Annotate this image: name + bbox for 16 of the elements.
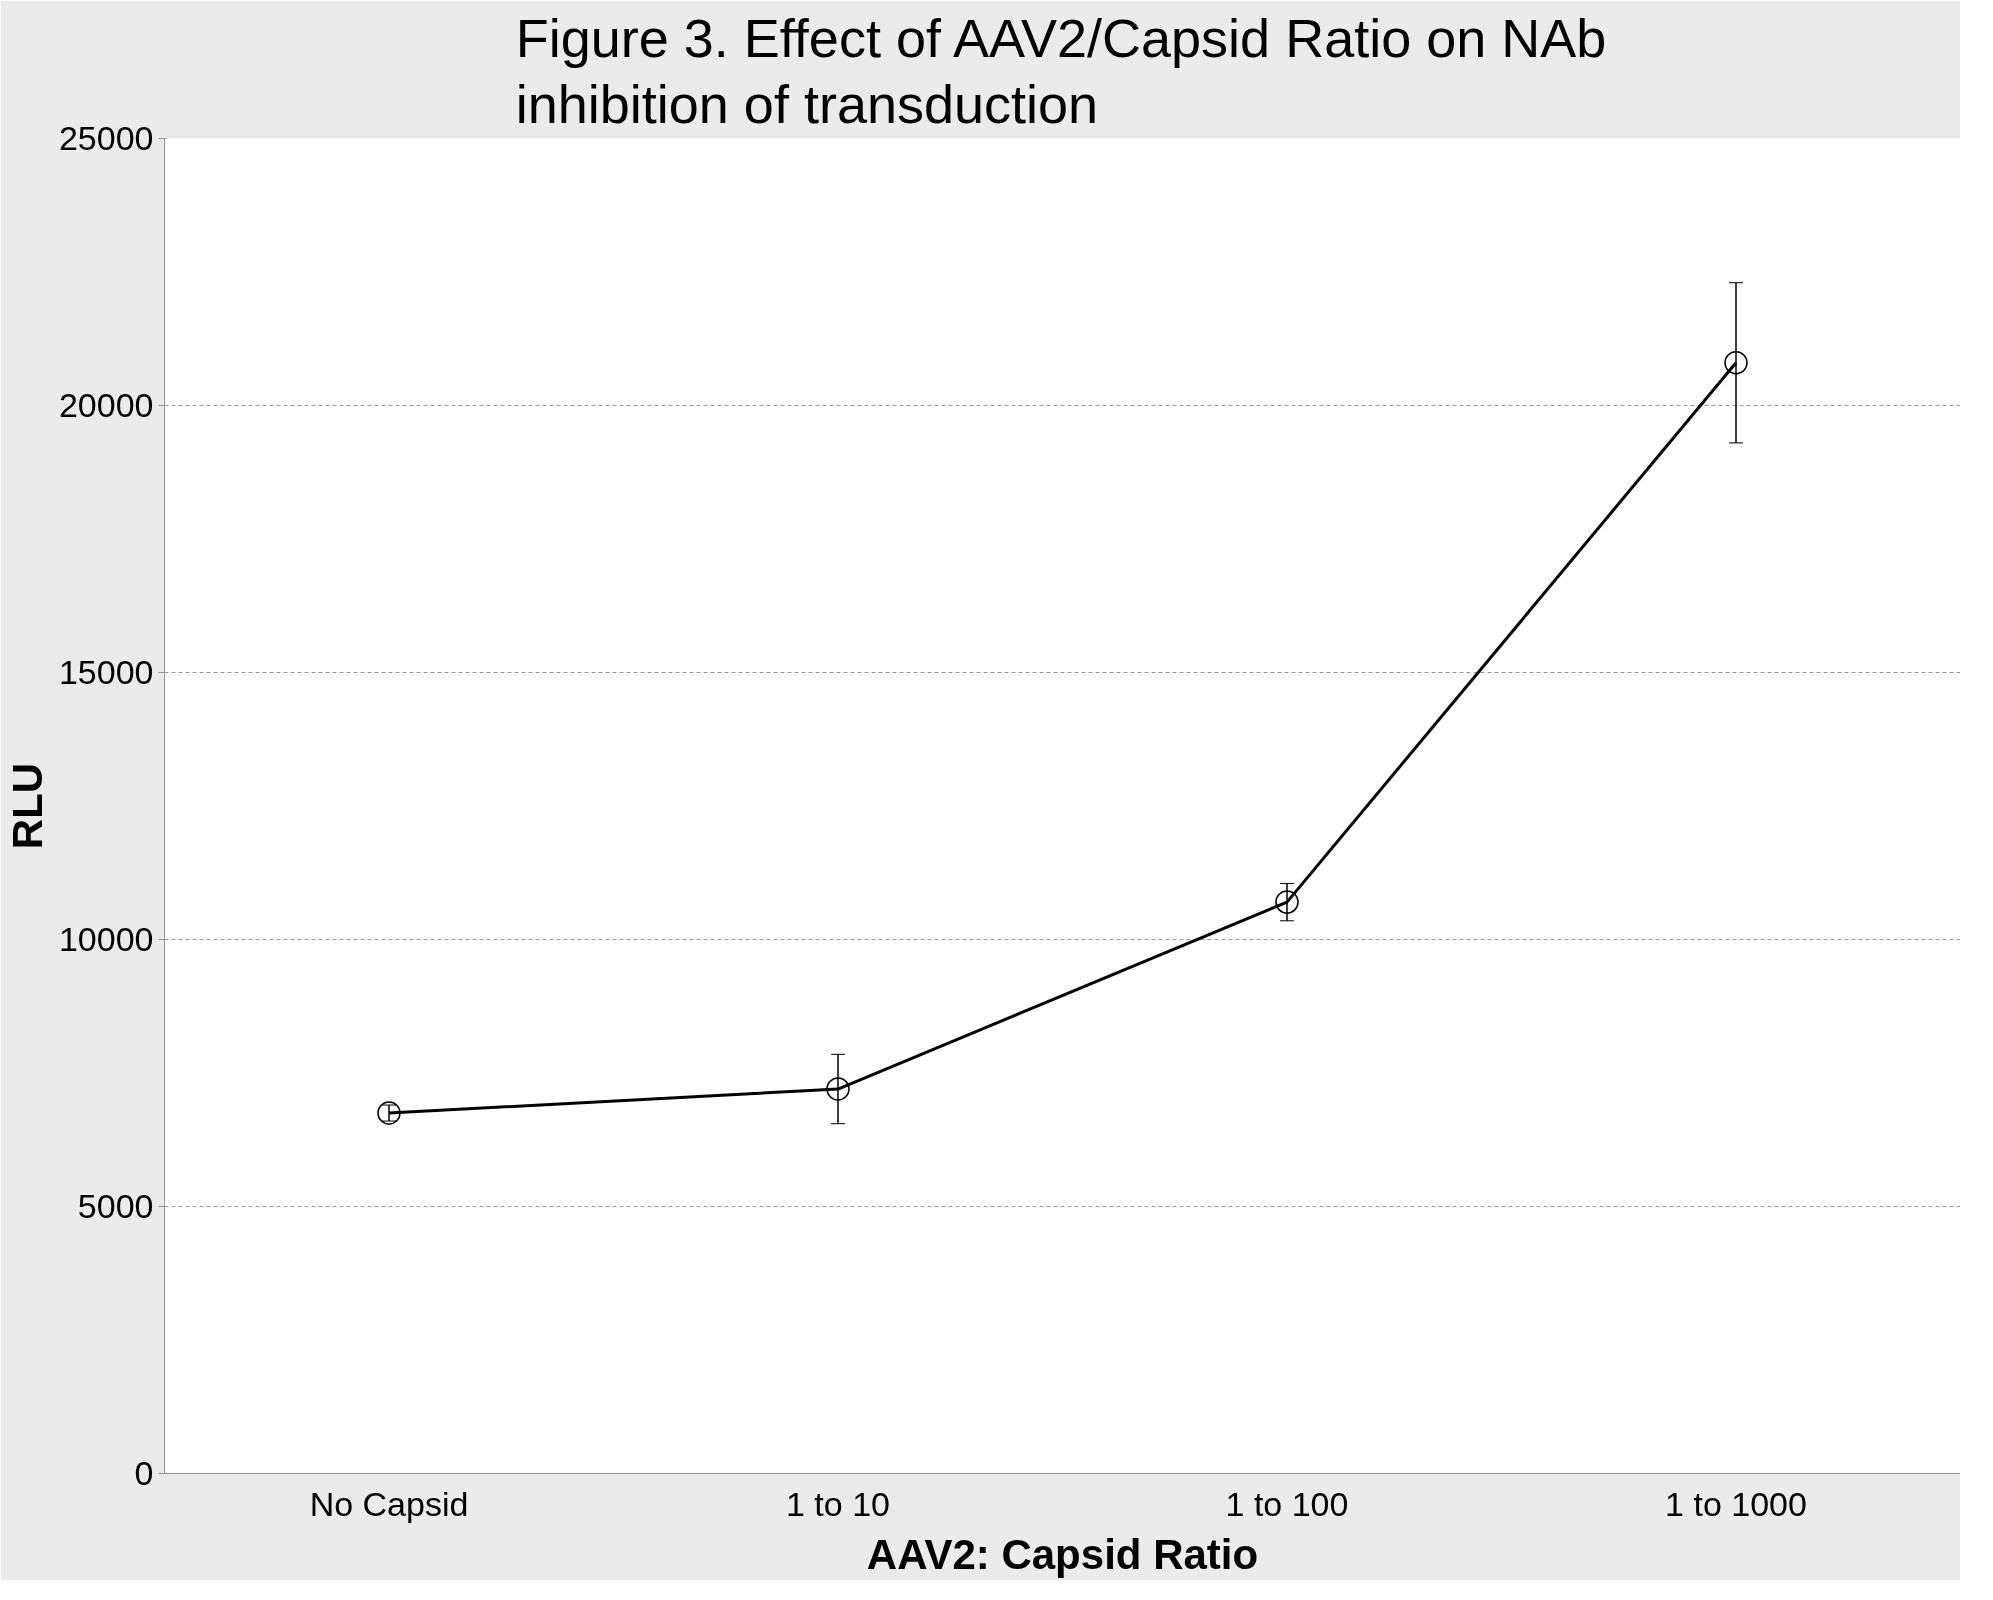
x-tick-label: No Capsid xyxy=(309,1484,469,1523)
x-tick-label: 1 to 100 xyxy=(1225,1484,1349,1523)
y-axis-title: RLU xyxy=(3,762,51,850)
point xyxy=(1724,351,1748,375)
x-tick-label: 1 to 1000 xyxy=(1665,1484,1807,1523)
x-tick-label: 1 to 10 xyxy=(786,1484,890,1523)
y-tick-label: 25000 xyxy=(58,119,154,157)
y-tick-label: 0 xyxy=(134,1454,154,1492)
y-tick-label: 5000 xyxy=(77,1187,154,1225)
x-axis-title: AAV2: Capsid Ratio xyxy=(866,1530,1259,1578)
y-tick-label: 10000 xyxy=(58,920,154,958)
chart-title: Figure 3. Effect of AAV2/Capsid Ratio on NAb inhibition of transduction xyxy=(515,7,1607,134)
y-tick-label: 15000 xyxy=(58,653,154,691)
point xyxy=(826,1077,850,1101)
point xyxy=(1275,890,1299,914)
y-tick-label: 20000 xyxy=(58,386,154,424)
